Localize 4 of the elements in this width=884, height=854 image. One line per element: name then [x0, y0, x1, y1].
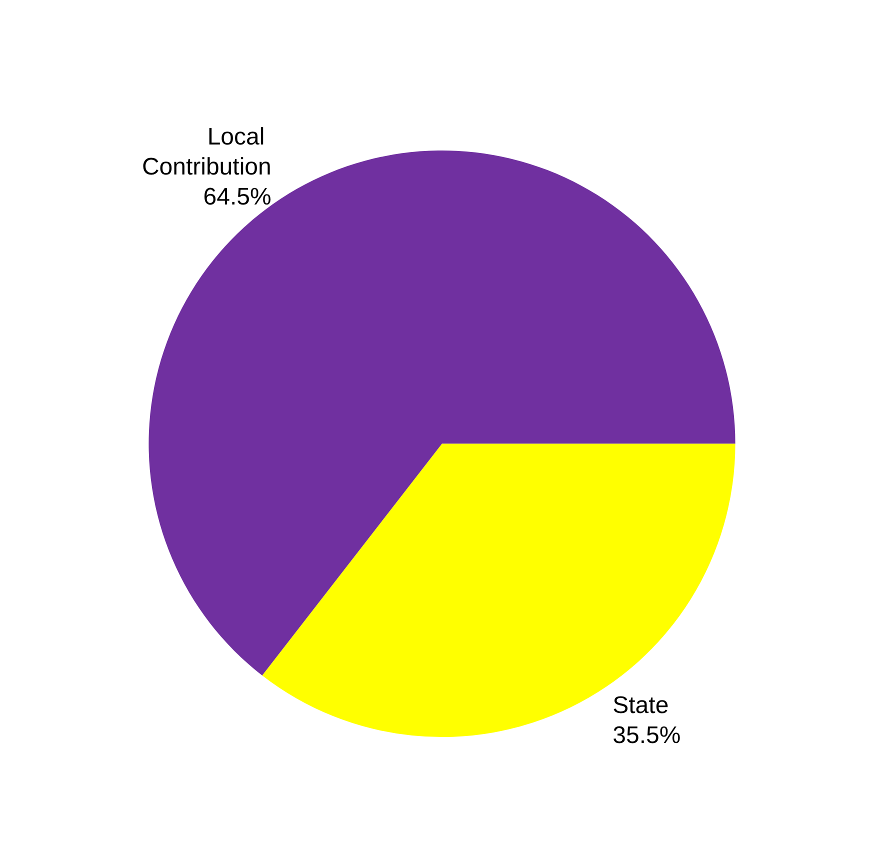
data-label: 64.5%: [203, 183, 272, 210]
data-label: 35.5%: [612, 722, 681, 750]
slice-label: Local Contribution: [142, 123, 272, 180]
slice-label: State: [612, 692, 669, 720]
